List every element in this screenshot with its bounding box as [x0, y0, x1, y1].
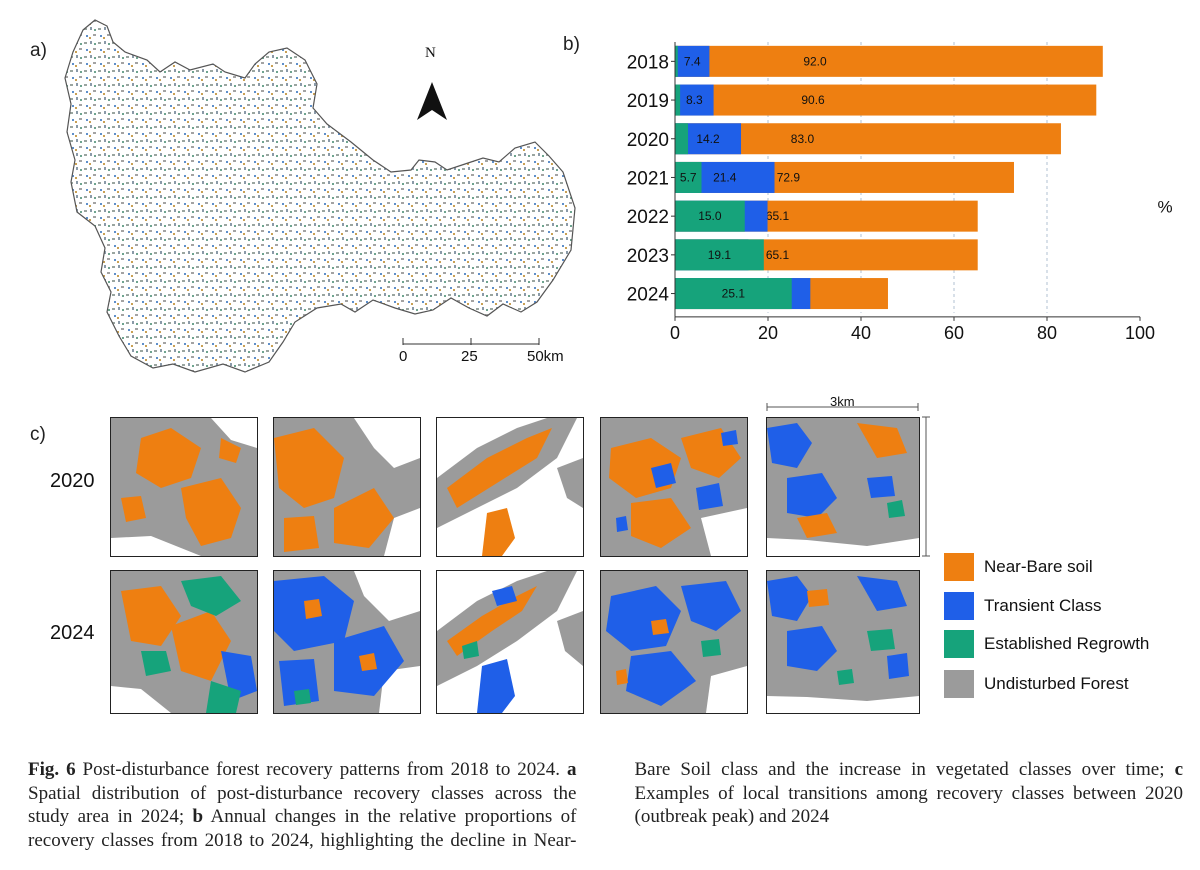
- tile-2024-5: [766, 570, 920, 714]
- bar-2020-established-regrowth: [675, 123, 689, 155]
- bar-2018-established-regrowth: [675, 45, 678, 77]
- tile-2020-2: [273, 417, 421, 557]
- data-label-2024-2: 25.1: [722, 287, 746, 301]
- legend-item-undisturbed-forest: Undisturbed Forest: [944, 669, 1129, 699]
- legend-item-near-bare-soil: Near-Bare soil: [944, 552, 1093, 582]
- data-label-2022-0: 65.1: [766, 209, 790, 223]
- study-area-outline: [64, 19, 576, 373]
- tile-2024-3: [436, 570, 584, 714]
- recovery-proportion-chart: 92.0 7.4 2018 90.6 8.3 2019 83.0 14.2 2020 72.9 21…: [627, 42, 1173, 343]
- legend-label-established-regrowth: Established Regrowth: [984, 634, 1150, 653]
- tile-2024-1: [110, 570, 258, 714]
- x-tick-label-80: 80: [1037, 323, 1057, 343]
- tile-2024-2: [273, 570, 421, 714]
- bar-2019-established-regrowth: [675, 84, 681, 116]
- legend-swatch-undisturbed-forest: [944, 670, 974, 698]
- data-label-2021-0: 72.9: [777, 170, 801, 184]
- panel-c-label: c): [30, 424, 46, 445]
- x-tick-label-100: 100: [1125, 323, 1155, 343]
- legend-swatch-near-bare-soil: [944, 553, 974, 581]
- bar-2018-near-bare-soil: [675, 45, 1103, 77]
- tile-scale-horizontal-label: 3km: [830, 394, 855, 409]
- category-label-2023: 2023: [627, 246, 669, 267]
- caption-text-2: Spatial distribution of post-disturbance…: [28, 782, 577, 828]
- panel-b-label: b): [563, 34, 580, 55]
- data-label-2018-0: 92.0: [803, 54, 827, 68]
- tile-scale-horizontal: [766, 403, 919, 411]
- legend-label-undisturbed-forest: Undisturbed Forest: [984, 674, 1129, 693]
- scale-tick-50km: 50km: [527, 348, 564, 365]
- legend-label-transient-class: Transient Class: [984, 596, 1102, 615]
- category-label-2018: 2018: [627, 52, 669, 73]
- caption-text-3: Annual changes in the relative proportio…: [28, 759, 1175, 851]
- scale-tick-0: 0: [399, 348, 408, 365]
- study-area-map: [64, 19, 576, 373]
- x-tick-label-40: 40: [851, 323, 871, 343]
- tile-2020-4: [600, 417, 748, 557]
- category-label-2021: 2021: [627, 168, 669, 189]
- bar-2024-established-regrowth: [675, 278, 792, 310]
- tile-2020-5: [766, 417, 920, 557]
- data-label-2023-0: 65.1: [766, 248, 790, 262]
- category-label-2020: 2020: [627, 130, 669, 151]
- legend-swatch-established-regrowth: [944, 630, 974, 658]
- bar-2019-near-bare-soil: [675, 84, 1097, 116]
- map-scale-bar: [402, 338, 540, 345]
- bar-2018-transient-class: [675, 45, 710, 77]
- data-label-2018-1: 7.4: [684, 54, 701, 68]
- caption-text-4: Examples of local transitions among reco…: [634, 782, 1184, 828]
- data-label-2020-1: 14.2: [696, 132, 720, 146]
- x-tick-label-0: 0: [670, 323, 680, 343]
- category-label-2022: 2022: [627, 207, 669, 228]
- x-axis-unit-label: %: [1157, 197, 1172, 216]
- scale-tick-25: 25: [461, 348, 478, 365]
- tile-scale-vertical: [922, 416, 930, 557]
- data-label-2021-2: 5.7: [680, 170, 697, 184]
- panel-a-label: a): [30, 40, 47, 61]
- legend-item-established-regrowth: Established Regrowth: [944, 629, 1149, 659]
- bar-2021-established-regrowth: [675, 161, 702, 193]
- figure-caption-left: Fig. 6 Post-disturbance forest recovery …: [28, 758, 1183, 852]
- row-label-2020: 2020: [50, 470, 95, 492]
- legend-item-transient-class: Transient Class: [944, 591, 1101, 621]
- data-label-2023-2: 19.1: [708, 248, 732, 262]
- north-label: N: [425, 45, 436, 61]
- category-label-2019: 2019: [627, 91, 669, 112]
- north-arrow-icon: [417, 82, 447, 120]
- data-label-2019-0: 90.6: [801, 93, 825, 107]
- data-label-2021-1: 21.4: [713, 170, 737, 184]
- data-label-2019-1: 8.3: [686, 93, 703, 107]
- legend-label-near-bare-soil: Near-Bare soil: [984, 557, 1093, 576]
- bar-2019-transient-class: [675, 84, 714, 116]
- row-label-2024: 2024: [50, 622, 95, 644]
- tile-2020-3: [436, 417, 584, 557]
- data-label-2022-2: 15.0: [698, 209, 722, 223]
- bar-2023-established-regrowth: [675, 239, 764, 271]
- bar-2022-established-regrowth: [675, 200, 745, 232]
- caption-c-label: c: [1174, 759, 1183, 780]
- x-tick-label-60: 60: [944, 323, 964, 343]
- data-label-2020-0: 83.0: [791, 132, 815, 146]
- caption-b-label: b: [192, 806, 204, 827]
- category-label-2024: 2024: [627, 285, 670, 306]
- legend-swatch-transient-class: [944, 592, 974, 620]
- caption-a-label: a: [567, 759, 577, 780]
- tile-2020-1: [110, 417, 258, 557]
- caption-text-1: Post-disturbance forest recovery pattern…: [75, 759, 567, 780]
- x-tick-label-20: 20: [758, 323, 778, 343]
- tile-2024-4: [600, 570, 748, 714]
- caption-fig-label: Fig. 6: [28, 759, 76, 780]
